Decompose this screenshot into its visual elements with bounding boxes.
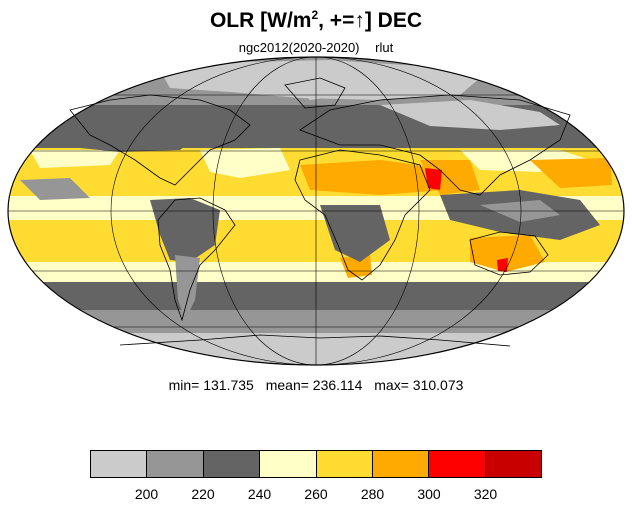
colorbar-box	[429, 451, 486, 477]
colorbar-tick-label: 320	[473, 486, 498, 502]
colorbar-tick-label: 200	[134, 486, 159, 502]
title-main: OLR [W/m	[209, 9, 312, 32]
eurasia-coast	[299, 94, 571, 196]
stat-min: min= 131.735	[168, 377, 254, 393]
title-superscript: 2	[311, 8, 319, 22]
pacific-east-orange	[530, 158, 612, 188]
colorbar-tick-label: 300	[417, 486, 441, 502]
colorbar-box	[91, 451, 148, 477]
australia-coast	[469, 231, 549, 276]
colorbar-box	[316, 451, 373, 477]
colorbar	[90, 450, 542, 478]
europe-gray	[290, 115, 380, 145]
colorbar-box	[372, 451, 430, 477]
map-subtitle: ngc2012(2020-2020) rlut	[0, 40, 632, 55]
stat-max: max= 310.073	[374, 377, 464, 393]
sahara-orange	[300, 160, 445, 195]
colorbar-tick-label: 260	[304, 486, 328, 502]
stat-mean: mean= 236.114	[265, 377, 363, 393]
colorbar-box	[147, 451, 204, 477]
colorbar-tick-label: 240	[247, 486, 272, 502]
red-sea-red	[425, 168, 442, 190]
variable-label: rlut	[375, 40, 394, 55]
north-america-gray	[70, 120, 200, 152]
map-title: OLR [W/m2, +=↑] DEC	[0, 8, 632, 33]
southern-africa-orange	[340, 255, 372, 278]
colorbar-box	[260, 451, 317, 477]
north-pacific-pale	[30, 150, 120, 168]
africa-coast	[294, 149, 431, 281]
case-label: ngc2012(2020-2020)	[238, 40, 360, 55]
south-america-coast	[157, 197, 236, 322]
meridian-120	[110, 57, 522, 365]
pacific-west-gray	[20, 178, 90, 200]
globe-outline	[7, 56, 625, 366]
north-america-coast	[69, 94, 251, 186]
north-atlantic-pale	[200, 148, 290, 178]
meridian-60	[212, 57, 420, 365]
amazon-convection	[150, 198, 220, 262]
australia-red	[497, 258, 508, 272]
greenland-coast	[284, 77, 346, 109]
greenland-light-patch	[290, 78, 345, 100]
siberia-light-patch	[380, 100, 560, 130]
colorbar-tick-label: 280	[360, 486, 385, 502]
australia-orange	[470, 235, 545, 272]
colorbar-box	[203, 451, 261, 477]
antarctica-coast	[119, 334, 511, 347]
colorbar-tick-label: 220	[191, 486, 215, 502]
stats-line: min= 131.735 mean= 236.114 max= 310.073	[0, 377, 632, 393]
mollweide-map	[7, 56, 625, 366]
title-rest: , +=↑] DEC	[318, 9, 423, 32]
colorbar-box	[485, 451, 541, 477]
coastlines	[69, 77, 571, 347]
central-africa-convection	[320, 205, 390, 262]
